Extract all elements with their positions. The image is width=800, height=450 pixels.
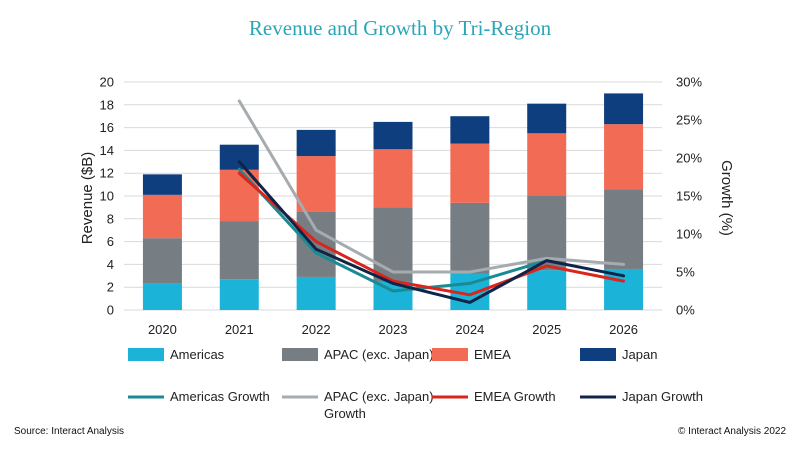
- growth-lines: [237, 99, 626, 304]
- bar-japan: [219, 144, 259, 170]
- y-tick-label: 14: [100, 143, 114, 158]
- x-tick-label: 2024: [455, 322, 484, 337]
- y-tick-label: 8: [107, 211, 114, 226]
- bar-japan: [450, 116, 490, 144]
- bar-apac-exc-japan: [450, 202, 490, 274]
- category-axis-ticks: 2020 2021 2022 2023 2024 2025 2026: [148, 322, 638, 337]
- y2-tick-label: 5%: [676, 265, 695, 280]
- bar-apac-exc-japan: [142, 238, 182, 284]
- y2-tick-label: 20%: [676, 151, 702, 166]
- x-tick-label: 2022: [302, 322, 331, 337]
- y-tick-label: 2: [107, 280, 114, 295]
- y-tick-label: 4: [107, 257, 114, 272]
- bar-americas: [219, 279, 259, 310]
- source-note: Source: Interact Analysis: [14, 426, 125, 437]
- line-apac-exc-japan-growth: [237, 99, 626, 274]
- legend-label-emea: EMEA: [474, 347, 511, 362]
- copyright-note: © Interact Analysis 2022: [678, 426, 786, 437]
- x-tick-label: 2025: [532, 322, 561, 337]
- bar-apac-exc-japan: [373, 207, 413, 282]
- x-tick-label: 2026: [609, 322, 638, 337]
- bars: [142, 93, 644, 310]
- y2-axis-title: Growth (%): [718, 160, 735, 236]
- bar-apac-exc-japan: [296, 211, 336, 277]
- legend-swatch-americas: [128, 348, 164, 361]
- bar-emea: [142, 194, 182, 239]
- y-tick-label: 6: [107, 234, 114, 249]
- y2-tick-label: 0%: [676, 303, 695, 318]
- legend-label-americas: Americas: [170, 347, 225, 362]
- y2-tick-label: 15%: [676, 189, 702, 204]
- y2-tick-label: 30%: [676, 75, 702, 90]
- legend-label-japan-growth: Japan Growth: [622, 389, 703, 404]
- bar-japan: [527, 103, 567, 134]
- bar-apac-exc-japan: [604, 189, 644, 269]
- line-emea-growth: [237, 171, 626, 297]
- bar-japan: [142, 174, 182, 195]
- y2-tick-label: 10%: [676, 227, 702, 242]
- legend-label-americas-growth: Americas Growth: [170, 389, 270, 404]
- right-axis-ticks: 0% 5% 10% 15% 20% 25% 30%: [676, 75, 702, 318]
- y-tick-label: 12: [100, 166, 114, 181]
- bar-americas: [142, 283, 182, 310]
- bar-emea: [450, 143, 490, 203]
- y-axis-title: Revenue ($B): [79, 152, 96, 245]
- y2-tick-label: 25%: [676, 113, 702, 128]
- bar-americas: [296, 276, 336, 310]
- bar-emea: [296, 156, 336, 212]
- bar-japan: [296, 129, 336, 157]
- y-tick-label: 18: [100, 97, 114, 112]
- x-tick-label: 2020: [148, 322, 177, 337]
- x-tick-label: 2023: [379, 322, 408, 337]
- y-tick-label: 10: [100, 189, 114, 204]
- legend-swatch-apac-exc-japan: [282, 348, 318, 361]
- legend-swatch-emea: [432, 348, 468, 361]
- legend: Americas APAC (exc. Japan) EMEA Japan Americ…: [128, 347, 703, 421]
- bar-apac-exc-japan: [219, 221, 259, 280]
- bar-japan: [373, 121, 413, 150]
- line-americas-growth: [237, 167, 549, 293]
- line-japan-growth: [237, 160, 626, 304]
- left-axis-ticks: 0 2 4 6 8 10 12 14 16 18 20: [100, 75, 114, 318]
- legend-label-apac-exc-japan: APAC (exc. Japan): [324, 347, 434, 362]
- bar-emea: [527, 133, 567, 196]
- x-tick-label: 2021: [225, 322, 254, 337]
- y-tick-label: 20: [100, 75, 114, 90]
- bar-emea: [604, 124, 644, 190]
- y-tick-label: 0: [107, 303, 114, 318]
- chart-title: Revenue and Growth by Tri-Region: [248, 16, 552, 40]
- bar-emea: [373, 149, 413, 208]
- legend-label-emea-growth: EMEA Growth: [474, 389, 556, 404]
- bar-japan: [604, 93, 644, 125]
- legend-label-japan: Japan: [622, 347, 657, 362]
- legend-label-apac-exc-japan-growth: APAC (exc. Japan) Growth: [324, 389, 434, 421]
- bar-americas: [527, 270, 567, 310]
- legend-swatch-japan: [580, 348, 616, 361]
- y-tick-label: 16: [100, 120, 114, 135]
